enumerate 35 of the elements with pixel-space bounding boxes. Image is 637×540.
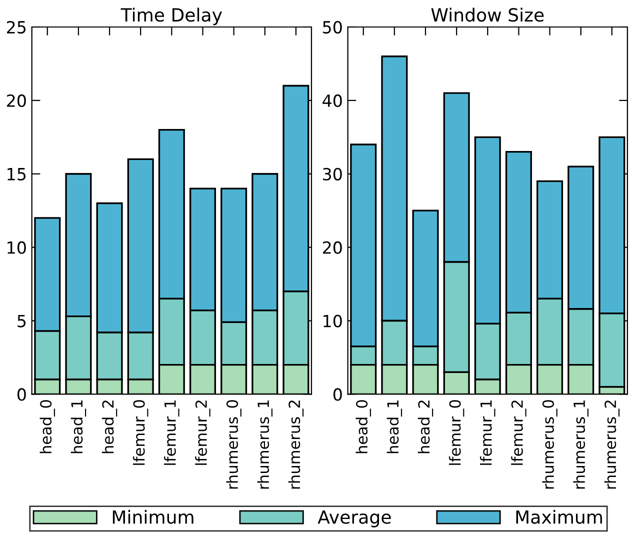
x-tick-label: lfemur_1 (164, 400, 180, 465)
x-tick-label: lfemur_1 (480, 400, 496, 465)
y-tick-label: 20 (322, 241, 342, 254)
x-tick-label: head_1 (70, 400, 86, 454)
x-tick-label: lfemur_0 (448, 400, 464, 465)
x-tick-label: rhumerus_1 (573, 400, 588, 489)
x-tick-label: head_0 (40, 400, 55, 454)
chart-title: Time Delay (120, 8, 222, 26)
y-tick-label: 20 (7, 94, 26, 108)
y-tick-label: 0 (333, 388, 342, 401)
x-tick-label: lfemur_2 (195, 400, 210, 465)
y-tick-label: 5 (18, 314, 26, 328)
x-tick-label: rhumerus_2 (604, 400, 620, 489)
legend-label: Average (318, 510, 391, 528)
legend-label: Minimum (112, 510, 194, 524)
y-tick-label: 0 (17, 388, 26, 401)
x-tick-label: head_2 (102, 400, 118, 454)
y-tick-label: 25 (7, 20, 26, 34)
x-tick-label: rhumerus_0 (226, 400, 242, 489)
y-tick-label: 50 (323, 20, 342, 34)
legend-label: Maximum (516, 510, 602, 524)
x-tick-label: lfemur_0 (132, 400, 148, 465)
y-tick-label: 15 (8, 168, 26, 180)
y-tick-label: 10 (8, 241, 26, 254)
y-tick-label: 30 (323, 168, 342, 180)
x-tick-label: rhumerus_1 (257, 400, 272, 489)
y-tick-label: 40 (322, 94, 342, 108)
chart-title: Window Size (431, 8, 544, 22)
x-tick-label: head_1 (386, 400, 402, 454)
x-tick-label: rhumerus_0 (542, 400, 558, 489)
x-tick-label: lfemur_2 (511, 400, 526, 465)
x-tick-label: rhumerus_2 (288, 400, 304, 489)
x-tick-label: head_0 (356, 400, 371, 454)
x-tick-label: head_2 (418, 400, 434, 454)
y-tick-label: 10 (324, 314, 342, 328)
